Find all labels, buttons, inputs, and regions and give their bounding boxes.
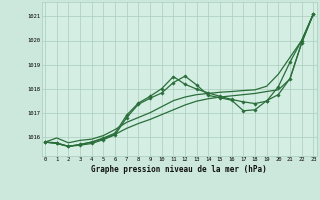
X-axis label: Graphe pression niveau de la mer (hPa): Graphe pression niveau de la mer (hPa): [91, 165, 267, 174]
